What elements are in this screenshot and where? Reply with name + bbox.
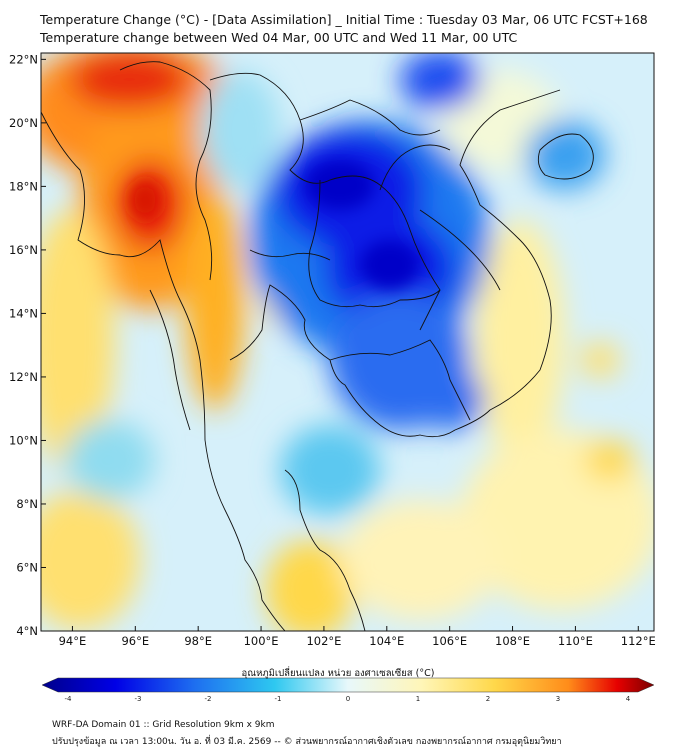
- colorbar-ticks: -4 -3 -2 -1 0 1 2 3 4: [65, 695, 631, 703]
- lon-tick-label: 100°E: [244, 634, 279, 648]
- coastlines-and-borders: [41, 61, 594, 631]
- lon-tick-label: 106°E: [432, 634, 467, 648]
- colorbar-bar: [41, 677, 655, 693]
- lon-tick-label: 104°E: [369, 634, 404, 648]
- latitude-axis: 22°N 20°N 18°N 16°N 14°N 12°N 10°N 8°N 6°N 4°N: [9, 52, 46, 638]
- colorbar-tick-label: -3: [135, 695, 142, 703]
- lat-tick-label: 16°N: [9, 243, 38, 257]
- colorbar-tick-label: 3: [556, 695, 560, 703]
- chart-subtitle: Temperature change between Wed 04 Mar, 0…: [40, 30, 518, 45]
- colorbar-tick-label: 0: [346, 695, 350, 703]
- lon-tick-label: 108°E: [495, 634, 530, 648]
- colorbar-tick-label: 2: [486, 695, 490, 703]
- colorbar-tick-label: -2: [205, 695, 212, 703]
- colorbar-title: อุณหภูมิเปลี่ยนแปลง หน่วย องศาเซลเซียส (…: [241, 668, 435, 679]
- map-frame: [40, 52, 655, 632]
- lat-tick-label: 14°N: [9, 306, 38, 320]
- lon-tick-label: 98°E: [184, 634, 212, 648]
- colorbar: -4 -3 -2 -1 0 1 2 3 4: [41, 677, 655, 703]
- lat-tick-label: 8°N: [16, 497, 38, 511]
- lon-tick-label: 110°E: [558, 634, 593, 648]
- colorbar-tick-label: 4: [626, 695, 631, 703]
- lat-tick-label: 6°N: [16, 560, 38, 574]
- lon-tick-label: 94°E: [59, 634, 87, 648]
- footer-model-info: WRF-DA Domain 01 :: Grid Resolution 9km …: [52, 720, 275, 730]
- chart-title: Temperature Change (°C) - [Data Assimila…: [40, 12, 648, 27]
- temperature-field: [41, 53, 654, 631]
- longitude-axis: 94°E 96°E 98°E 100°E 102°E 104°E 106°E 108°E 110…: [59, 626, 656, 648]
- lon-tick-label: 102°E: [306, 634, 341, 648]
- lat-tick-label: 22°N: [9, 52, 38, 66]
- lon-tick-label: 112°E: [621, 634, 656, 648]
- lat-tick-label: 20°N: [9, 116, 38, 130]
- colorbar-tick-label: -4: [65, 695, 73, 703]
- lat-tick-label: 4°N: [16, 624, 38, 638]
- colorbar-tick-label: 1: [416, 695, 420, 703]
- lat-tick-label: 12°N: [9, 370, 38, 384]
- colorbar-tick-label: -1: [275, 695, 282, 703]
- lon-tick-label: 96°E: [121, 634, 149, 648]
- footer-credit: ปรับปรุงข้อมูล ณ เวลา 13:00น. วัน อ. ที่…: [52, 737, 562, 747]
- lat-tick-label: 18°N: [9, 179, 38, 193]
- lat-tick-label: 10°N: [9, 433, 38, 447]
